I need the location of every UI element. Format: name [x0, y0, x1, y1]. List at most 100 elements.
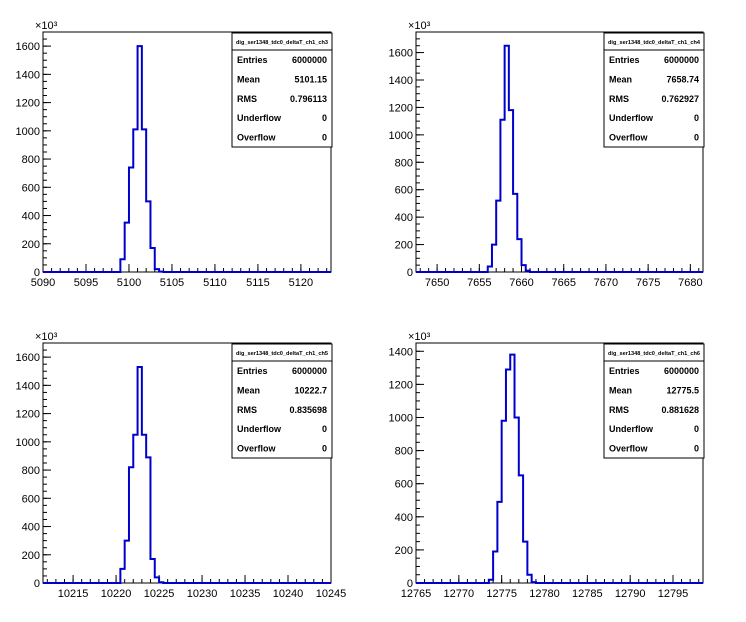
stats-label: Overflow: [609, 133, 649, 143]
histogram-line: [43, 366, 331, 584]
stats-value: 6000000: [292, 55, 327, 65]
x-tick-label: 12795: [658, 588, 689, 600]
stats-label: RMS: [609, 94, 629, 104]
y-tick-label: 1000: [389, 130, 413, 142]
y-tick-label: 1000: [16, 126, 40, 138]
y-tick-label: 400: [22, 522, 40, 534]
stats-box: dig_ser1348_tdc0_deltaT_ch1_ch3 Entries 60…: [231, 32, 333, 148]
y-tick-label: 1000: [16, 437, 40, 449]
histogram-bin: [125, 223, 129, 272]
x-tick-label: 5115: [246, 277, 270, 289]
stats-box: dig_ser1348_tdc0_deltaT_ch1_ch5 Entries 60…: [231, 343, 333, 459]
histogram-bin: [125, 541, 129, 583]
histogram-bin: [146, 201, 150, 272]
stats-box: dig_ser1348_tdc0_deltaT_ch1_ch6 Entries 60…: [603, 343, 705, 459]
histogram-bin: [515, 417, 519, 583]
histogram-bin: [523, 542, 527, 583]
histogram-bin: [510, 355, 514, 583]
y-tick-label: 600: [22, 182, 40, 194]
y-tick-label: 600: [395, 479, 413, 491]
y-tick-label: 800: [395, 157, 413, 169]
y-tick-label: 800: [22, 154, 40, 166]
y-tick-label: 1400: [389, 75, 413, 87]
x-tick-label: 12790: [615, 588, 646, 600]
y-minor-ticks: [416, 31, 420, 273]
y-tick-label: 1400: [16, 380, 40, 392]
histogram-bin: [133, 129, 137, 272]
histogram-bin: [519, 475, 523, 583]
x-tick-label: 5105: [160, 277, 184, 289]
stats-value: 0.762927: [661, 94, 699, 104]
stats-label: Entries: [609, 366, 640, 376]
histogram-panel-1: 5090 5095 5100 5105 5110 5115 5120 0 200 400 600 80…: [16, 20, 333, 289]
histogram-panel-2: 7650 7655 7660 7665 7670 7675 7680 0 200 400 600 80…: [389, 20, 705, 289]
stats-label: RMS: [237, 94, 257, 104]
histogram-bin: [497, 502, 501, 583]
stats-label: Underflow: [609, 424, 654, 434]
stats-label: Overflow: [609, 444, 649, 454]
x-tick-label: 10225: [144, 588, 175, 600]
x-tick-label: 5100: [117, 277, 141, 289]
y-tick-label: 600: [22, 493, 40, 505]
y-exponent-label: ×10³: [408, 20, 431, 32]
x-tick-label: 10220: [101, 588, 132, 600]
stats-label: Overflow: [237, 444, 277, 454]
histogram-bin: [138, 46, 142, 272]
stats-title: dig_ser1348_tdc0_deltaT_ch1_ch6: [608, 351, 700, 357]
stats-label: Underflow: [237, 424, 282, 434]
histogram-line: [43, 45, 331, 273]
y-minor-ticks: [43, 31, 47, 273]
y-tick-label: 0: [34, 267, 40, 279]
histogram-bin: [506, 369, 510, 583]
y-tick-label: 1200: [16, 98, 40, 110]
histogram-line: [416, 44, 703, 273]
histogram-line: [416, 353, 703, 584]
x-tick-label: 5090: [31, 277, 55, 289]
stats-label: Entries: [237, 366, 268, 376]
histogram-bin: [522, 265, 526, 272]
stats-label: Underflow: [237, 113, 282, 123]
stats-box-frame: [603, 343, 705, 459]
histogram-bin: [129, 168, 133, 272]
stats-value: 0.835698: [289, 405, 327, 415]
y-tick-label: 0: [34, 578, 40, 590]
stats-title: dig_ser1348_tdc0_deltaT_ch1_ch3: [236, 40, 328, 46]
histogram-bin: [159, 582, 163, 583]
stats-value: 0.796113: [290, 94, 327, 104]
histogram-bin: [150, 248, 154, 272]
stats-label: Entries: [609, 55, 640, 65]
histogram-bin: [492, 245, 496, 272]
histogram-bin: [502, 421, 506, 583]
x-tick-label: 5095: [74, 277, 98, 289]
x-tick-label: 12780: [529, 588, 560, 600]
stats-value: 6000000: [292, 366, 327, 376]
stats-value: 0: [322, 444, 327, 454]
stats-label: Mean: [237, 385, 260, 395]
stats-value: 6000000: [664, 366, 699, 376]
y-tick-label: 800: [22, 465, 40, 477]
y-tick-label: 200: [22, 239, 40, 251]
y-exponent-label: ×10³: [35, 331, 58, 343]
stats-box-frame: [231, 343, 333, 459]
y-exponent-label: ×10³: [408, 331, 431, 343]
histogram-bin: [155, 269, 159, 272]
y-tick-label: 1400: [16, 69, 40, 81]
stats-value: 5101.15: [294, 74, 327, 84]
histogram-bin: [120, 259, 124, 272]
x-tick-label: 12765: [401, 588, 432, 600]
y-tick-label: 400: [395, 512, 413, 524]
y-tick-label: 400: [395, 212, 413, 224]
y-tick-label: 0: [407, 578, 413, 590]
y-tick-label: 1600: [16, 352, 40, 364]
stats-value: 6000000: [664, 55, 699, 65]
x-tick-label: 7675: [636, 277, 660, 289]
stats-value: 0.881628: [661, 405, 699, 415]
histogram-bin: [138, 367, 142, 583]
stats-value: 10222.7: [294, 385, 327, 395]
histogram-bin: [505, 46, 509, 272]
histogram-bin: [142, 435, 146, 583]
stats-label: Mean: [237, 74, 260, 84]
y-tick-label: 1200: [389, 379, 413, 391]
histogram-bin: [517, 239, 521, 272]
y-exponent-label: ×10³: [35, 20, 58, 32]
